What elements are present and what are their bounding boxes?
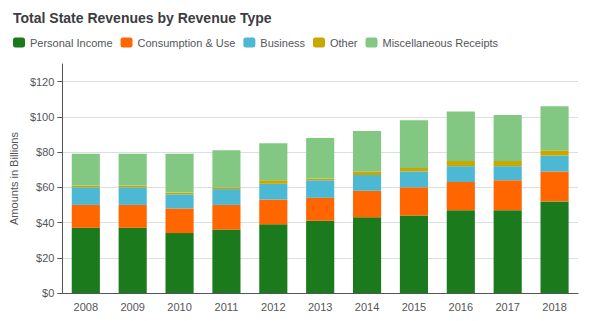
svg-text:2014: 2014 xyxy=(355,301,379,313)
svg-text:Total State Revenues by Revenu: Total State Revenues by Revenue Type xyxy=(13,10,272,26)
svg-text:Business: Business xyxy=(260,37,305,49)
svg-text:$40: $40 xyxy=(36,217,54,229)
svg-text:2008: 2008 xyxy=(74,301,98,313)
svg-text:2009: 2009 xyxy=(120,301,144,313)
svg-text:$20: $20 xyxy=(36,252,54,264)
svg-text:$0: $0 xyxy=(42,287,54,299)
svg-text:2017: 2017 xyxy=(495,301,519,313)
svg-text:Other: Other xyxy=(330,37,358,49)
svg-text:$60: $60 xyxy=(36,181,54,193)
svg-text:$80: $80 xyxy=(36,146,54,158)
svg-text:Personal Income: Personal Income xyxy=(30,37,113,49)
svg-text:Amounts in Billions: Amounts in Billions xyxy=(8,132,20,225)
svg-text:2016: 2016 xyxy=(449,301,473,313)
svg-text:2015: 2015 xyxy=(402,301,426,313)
svg-text:2011: 2011 xyxy=(215,301,239,313)
svg-text:2010: 2010 xyxy=(167,301,191,313)
svg-text:Miscellaneous Receipts: Miscellaneous Receipts xyxy=(383,37,499,49)
svg-text:2013: 2013 xyxy=(308,301,332,313)
svg-text:$100: $100 xyxy=(30,111,54,123)
svg-text:2012: 2012 xyxy=(261,301,285,313)
svg-text:2018: 2018 xyxy=(542,301,566,313)
svg-text:Consumption & Use: Consumption & Use xyxy=(138,37,236,49)
svg-text:$120: $120 xyxy=(30,76,54,88)
